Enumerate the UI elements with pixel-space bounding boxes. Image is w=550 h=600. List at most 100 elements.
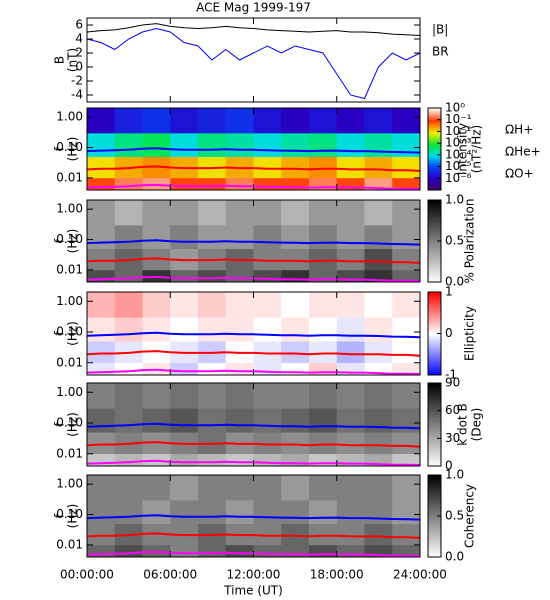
heatmap-cell bbox=[142, 248, 171, 271]
heatmap-cell bbox=[142, 523, 171, 546]
heatmap-cell bbox=[336, 108, 365, 134]
colorbar-tick-label: 0.5 bbox=[445, 509, 464, 523]
colorbar-strip bbox=[428, 402, 441, 406]
colorbar-strip bbox=[428, 476, 441, 479]
heatmap-cell bbox=[253, 432, 282, 455]
colorbar-strip bbox=[428, 242, 441, 245]
heatmap-cell bbox=[198, 500, 227, 524]
colorbar-strip bbox=[428, 414, 441, 417]
heatmap-cell bbox=[142, 500, 171, 524]
heatmap-cell bbox=[253, 475, 282, 501]
y-tick-label: -2 bbox=[71, 74, 83, 88]
x-axis-label: Time (UT) bbox=[223, 584, 283, 598]
heatmap-cell bbox=[392, 362, 421, 376]
heatmap-cell bbox=[114, 408, 143, 433]
heatmap-cell bbox=[392, 523, 421, 546]
colorbar-strip bbox=[428, 301, 441, 305]
gyrofrequency-line bbox=[86, 514, 421, 521]
colorbar-strip bbox=[428, 449, 441, 452]
heatmap-cell bbox=[392, 383, 421, 409]
colorbar-strip bbox=[428, 303, 441, 306]
colorbar-strip bbox=[428, 296, 441, 300]
heatmap-cell bbox=[281, 341, 310, 364]
y-tick-label: 6 bbox=[75, 18, 83, 32]
colorbar-strip bbox=[428, 165, 441, 168]
heatmap-cell bbox=[87, 475, 116, 501]
line-series bbox=[86, 23, 421, 36]
heatmap-cell bbox=[170, 133, 199, 157]
colorbar-strip bbox=[428, 270, 441, 273]
colorbar-strip bbox=[428, 532, 441, 535]
heatmap-cell bbox=[142, 225, 171, 249]
colorbar-strip bbox=[428, 496, 441, 499]
x-tick-label: 06:00:00 bbox=[143, 568, 197, 582]
colorbar-strip bbox=[428, 318, 441, 321]
colorbar-strip bbox=[428, 135, 441, 139]
heatmap-cell bbox=[114, 292, 143, 318]
y-tick-label: -4 bbox=[71, 88, 83, 102]
colorbar-strip bbox=[428, 180, 441, 183]
heatmap-cell bbox=[225, 200, 254, 226]
y-tick-label: 1.00 bbox=[56, 385, 83, 399]
y-tick-label: 4 bbox=[75, 32, 83, 46]
colorbar-strip bbox=[428, 260, 441, 263]
colorbar-tick-label: 0 bbox=[445, 459, 453, 473]
heatmap-cell bbox=[253, 341, 282, 364]
colorbar-strip bbox=[428, 475, 441, 478]
chart-title: ACE Mag 1999-197 bbox=[196, 1, 311, 15]
colorbar-strip bbox=[428, 520, 441, 524]
colorbar-tick-label: 10⁻⁴ bbox=[445, 147, 472, 161]
colorbar-strip bbox=[428, 226, 441, 229]
heatmap-cell bbox=[253, 133, 282, 157]
legend-entry: |B| bbox=[432, 23, 448, 37]
heatmap-cell bbox=[253, 523, 282, 546]
colorbar-strip bbox=[428, 250, 441, 253]
heatmap-cell bbox=[114, 177, 143, 191]
colorbar-strip bbox=[428, 416, 441, 419]
colorbar-strip bbox=[428, 392, 441, 396]
colorbar-strip bbox=[428, 462, 441, 465]
colorbar-strip bbox=[428, 137, 441, 140]
heatmap-cell bbox=[309, 500, 338, 524]
heatmap-cell bbox=[364, 408, 393, 433]
colorbar-strip bbox=[428, 436, 441, 439]
y-tick-label: 0.10 bbox=[56, 507, 83, 521]
heatmap-cell bbox=[87, 133, 116, 157]
colorbar-strip bbox=[428, 527, 441, 530]
heatmap-cell bbox=[225, 225, 254, 249]
colorbar-strip bbox=[428, 232, 441, 235]
heatmap-cell bbox=[392, 108, 421, 134]
heatmap-cell bbox=[198, 383, 227, 409]
gyrofrequency-line bbox=[86, 257, 421, 264]
colorbar-tick-label: 1 bbox=[445, 285, 453, 299]
gyrofrequency-line bbox=[86, 422, 421, 430]
colorbar-strip bbox=[428, 419, 441, 422]
heatmap-cell bbox=[114, 317, 143, 342]
heatmap-cell bbox=[309, 432, 338, 455]
colorbar-strip bbox=[428, 155, 441, 158]
heatmap-cell bbox=[309, 200, 338, 226]
heatmap-cell bbox=[281, 317, 310, 342]
x-tick-label: 24:00:00 bbox=[393, 568, 447, 582]
colorbar-strip bbox=[428, 502, 441, 506]
colorbar-strip bbox=[428, 168, 441, 171]
colorbar-strip bbox=[428, 407, 441, 411]
y-tick-label: 0.01 bbox=[56, 262, 83, 276]
colorbar-strip bbox=[428, 272, 441, 275]
colorbar-strip bbox=[428, 239, 441, 242]
heatmap-cell bbox=[364, 248, 393, 271]
heatmap-cell bbox=[142, 156, 171, 179]
colorbar-strip bbox=[428, 553, 441, 556]
colorbar-strip bbox=[428, 310, 441, 313]
colorbar-strip bbox=[428, 308, 441, 311]
heatmap-cell bbox=[336, 200, 365, 226]
colorbar-strip bbox=[428, 313, 441, 316]
colorbar-strip bbox=[428, 331, 441, 334]
heatmap-cell bbox=[309, 225, 338, 249]
colorbar-strip bbox=[428, 227, 441, 231]
colorbar-strip bbox=[428, 292, 441, 295]
colorbar-strip bbox=[428, 411, 441, 414]
y-tick-label: 0.01 bbox=[56, 170, 83, 184]
colorbar-strip bbox=[428, 540, 441, 543]
colorbar-strip bbox=[428, 293, 441, 296]
